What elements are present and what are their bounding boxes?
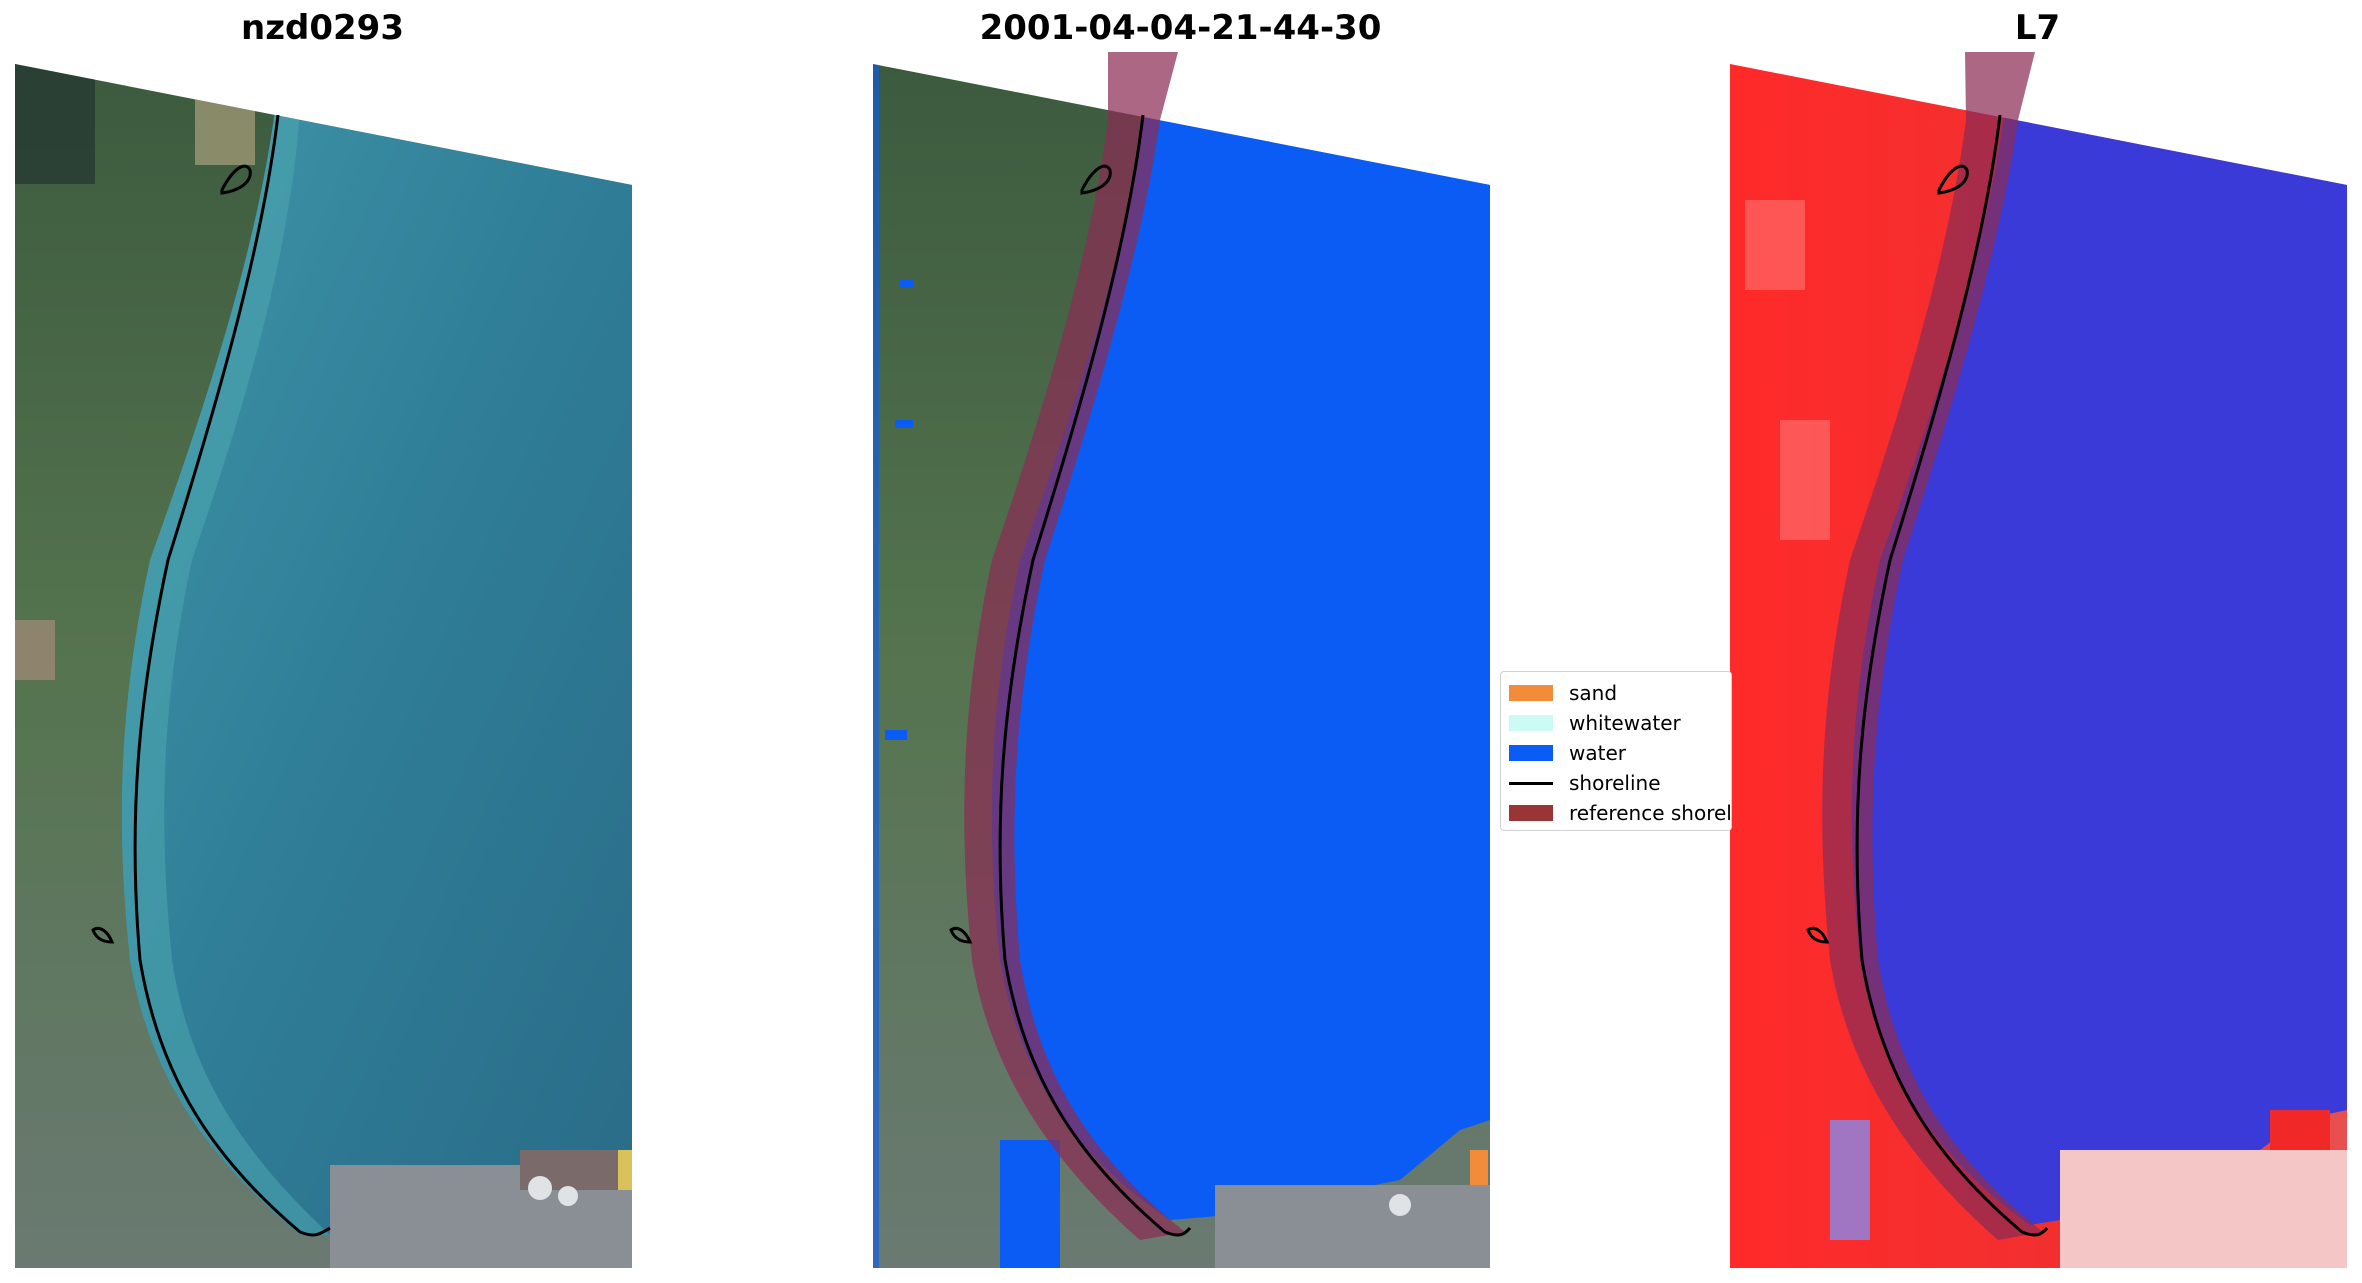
legend-label: water [1569,741,1626,765]
water-class-area [991,110,1490,1220]
legend-swatch-water [1509,745,1553,761]
legend-label: reference shoreline [1569,801,1732,825]
water-index-area [1851,110,2347,1225]
legend-label: whitewater [1569,711,1681,735]
panel-title-classified: 2001-04-04-21-44-30 [979,8,1382,48]
inlet-outline-rgb [91,926,115,944]
reference-shoreline-band-index [1822,52,2043,1240]
reference-shoreline-band-classified [964,52,1185,1240]
legend-item-water: water [1509,738,1731,768]
panel-title-index: L7 [2014,8,2061,48]
panel-title-rgb: nzd0293 [241,8,404,48]
legend-item-whitewater: whitewater [1509,708,1731,738]
lagoon-outline-rgb [220,164,252,195]
legend-label: sand [1569,681,1618,705]
legend-swatch-sand [1509,685,1553,701]
legend-line-shoreline [1509,781,1553,785]
shoreline-rgb [133,114,331,1237]
legend-item-shoreline: shoreline [1509,768,1731,798]
shoreline-index [1855,114,2049,1237]
legend-swatch-whitewater [1509,715,1553,731]
legend-swatch-reference-shoreline [1509,805,1553,821]
legend-item-reference-shoreline: reference shoreline [1509,798,1731,828]
index-image [1730,64,2347,1268]
sand-patch [1470,1150,1488,1185]
shoreline-classified [998,114,1192,1237]
classified-image [873,64,1490,1268]
rgb-image [15,64,632,1268]
legend: sand whitewater water shoreline referenc… [1500,671,1732,831]
legend-item-sand: sand [1509,678,1731,708]
legend-label: shoreline [1569,771,1661,795]
